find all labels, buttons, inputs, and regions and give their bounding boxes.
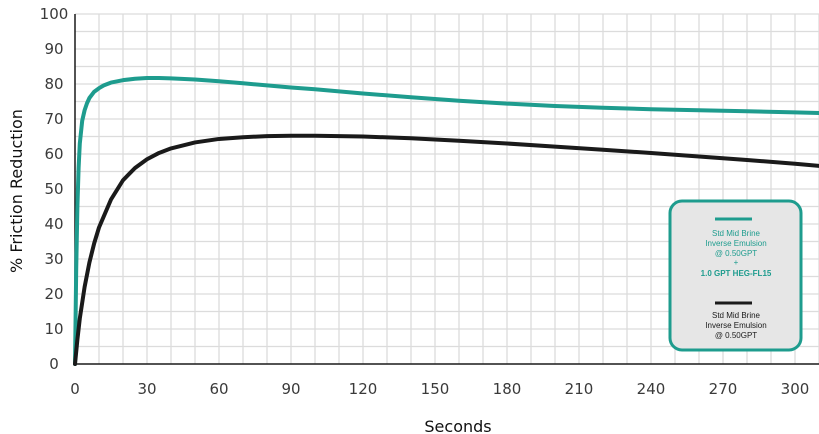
y-tick-label: 30 [44, 250, 63, 268]
x-tick-label: 90 [281, 380, 300, 398]
legend: Std Mid Brine Inverse Emulsion @ 0.50GPT… [668, 199, 803, 352]
x-tick-label: 180 [493, 380, 522, 398]
x-tick-label: 300 [781, 380, 810, 398]
y-tick-label: 100 [40, 5, 69, 23]
y-tick-label: 60 [44, 145, 63, 163]
x-tick-label: 150 [421, 380, 450, 398]
legend-series-1-line-3: @ 0.50GPT [715, 249, 757, 258]
series-lines [73, 76, 819, 366]
y-tick-label: 40 [44, 215, 63, 233]
legend-series-2-line-1: Std Mid Brine [712, 311, 761, 320]
x-tick-label: 240 [637, 380, 666, 398]
y-tick-label: 50 [44, 180, 63, 198]
y-tick-label: 10 [44, 320, 63, 338]
legend-series-2-line-3: @ 0.50GPT [715, 331, 757, 340]
series-line-1 [73, 76, 819, 366]
legend-series-1-line-4: + [734, 258, 739, 267]
x-tick-label: 210 [565, 380, 594, 398]
series-line-2 [73, 133, 819, 366]
y-tick-labels: 0 10 20 30 40 50 60 70 80 90 100 [40, 5, 69, 373]
x-tick-labels: 0 30 60 90 120 150 180 210 240 270 300 [70, 380, 809, 398]
legend-series-1-line-5: 1.0 GPT HEG-FL15 [701, 269, 772, 278]
y-tick-label: 70 [44, 110, 63, 128]
y-tick-label: 0 [49, 355, 59, 373]
x-tick-label: 60 [209, 380, 228, 398]
y-axis-title: % Friction Reduction [7, 109, 26, 273]
y-tick-label: 90 [44, 40, 63, 58]
x-tick-label: 120 [349, 380, 378, 398]
legend-series-2-line-2: Inverse Emulsion [705, 321, 766, 330]
legend-box [668, 199, 803, 352]
legend-series-1-line-1: Std Mid Brine [712, 229, 761, 238]
y-tick-label: 20 [44, 285, 63, 303]
legend-series-1-line-2: Inverse Emulsion [705, 239, 766, 248]
x-tick-label: 270 [709, 380, 738, 398]
x-tick-label: 0 [70, 380, 80, 398]
x-axis-title: Seconds [424, 417, 491, 434]
x-tick-label: 30 [137, 380, 156, 398]
y-tick-label: 80 [44, 75, 63, 93]
